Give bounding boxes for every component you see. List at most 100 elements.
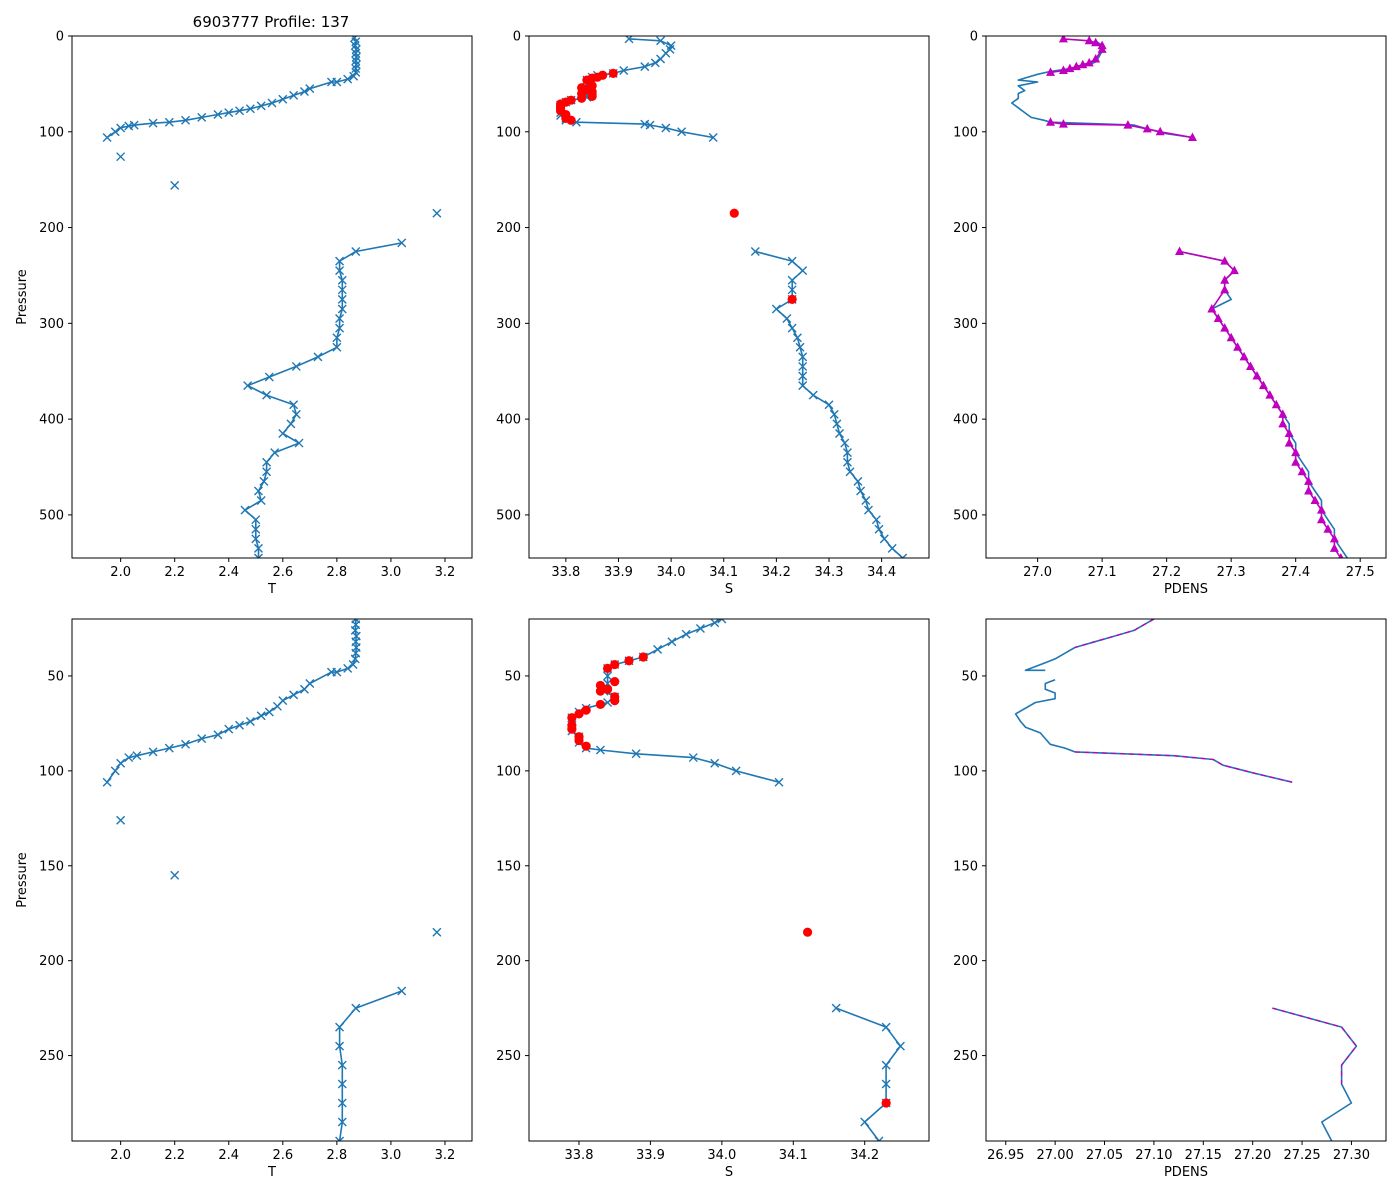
- x-marker-top-T-0-13: [326, 77, 336, 87]
- axes-frame-top-PDENS: [985, 35, 1387, 559]
- xlabel-bottom-S: S: [725, 1165, 733, 1180]
- flagged-point-bottom-S-9: [610, 696, 620, 706]
- x-marker-bottom-S-0-23: [595, 745, 605, 755]
- x-marker-top-T-0-18: [267, 98, 277, 108]
- ylabel-top-T: Pressure: [15, 269, 30, 325]
- xtick-label-top-S-0: 33.8: [551, 565, 580, 580]
- xtick-label-bottom-S-0: 33.8: [565, 1148, 594, 1163]
- triangle-marker-top-PDENS-2-29: [1329, 533, 1339, 543]
- triangle-marker-top-PDENS-0-0: [1058, 36, 1068, 43]
- x-marker-top-S-1-1: [787, 256, 797, 266]
- xtick-label-bottom-PDENS-2: 27.05: [1086, 1148, 1123, 1163]
- x-marker-top-T-1-14: [264, 372, 274, 382]
- x-marker-bottom-S-0-4: [667, 637, 677, 647]
- x-marker-bottom-T-1-6: [337, 1098, 347, 1108]
- flagged-point-top-S-0: [608, 68, 618, 78]
- x-marker-bottom-T-0-25: [164, 743, 174, 753]
- flagged-point-bottom-S-19: [802, 927, 813, 937]
- x-marker-top-T-0-32: [102, 133, 112, 143]
- flagged-point-bottom-S-0: [638, 652, 648, 662]
- x-marker-bottom-S-1-7: [874, 1136, 884, 1141]
- xtick-label-bottom-PDENS-5: 27.20: [1234, 1148, 1271, 1163]
- x-marker-top-T-0-30: [116, 123, 126, 133]
- x-marker-top-T-1-9: [335, 323, 345, 333]
- triangle-marker-top-PDENS-0-8: [1071, 61, 1081, 71]
- x-marker-bottom-S-0-10: [603, 671, 613, 681]
- triangle-marker-top-PDENS-2-24: [1304, 485, 1314, 495]
- x-marker-bottom-T-1-5: [337, 1079, 347, 1089]
- x-marker-top-T-1-27: [256, 496, 266, 506]
- flagged-point-bottom-S-6: [602, 684, 613, 694]
- triangle-marker-top-PDENS-1-3: [1142, 123, 1152, 133]
- flagged-point-bottom-S-11: [581, 705, 591, 715]
- flagged-point-bottom-S-12: [574, 709, 584, 719]
- x-marker-top-S-1-14: [798, 381, 808, 391]
- xtick-label-bottom-PDENS-3: 27.10: [1135, 1148, 1172, 1163]
- x-marker-bottom-T-0-29: [116, 758, 126, 768]
- ytick-label-top-S-4: 400: [496, 413, 521, 428]
- ytick-label-bottom-T-3: 200: [39, 954, 64, 969]
- x-marker-bottom-S-0-24: [631, 749, 641, 759]
- x-marker-top-T-1-13: [291, 361, 301, 371]
- x-marker-top-T-1-1: [351, 247, 361, 256]
- x-marker-top-T-1-16: [262, 390, 272, 400]
- triangle-marker-top-PDENS-0-7: [1078, 59, 1088, 69]
- xtick-label-bottom-PDENS-1: 27.00: [1037, 1148, 1074, 1163]
- xtick-label-bottom-T-4: 2.8: [327, 1148, 348, 1163]
- x-marker-top-T-1-8: [335, 314, 345, 324]
- triangle-marker-top-PDENS-2-4: [1220, 284, 1230, 294]
- x-marker-bottom-S-1-1: [881, 1022, 891, 1032]
- panel-bottom-T: 2.0 2.2 2.4 2.6 2.8 3.0 3.2 50 100 150 200 250 T Pres…: [15, 618, 473, 1180]
- ytick-label-bottom-T-1: 100: [39, 764, 64, 779]
- x-marker-top-T-1-20: [278, 428, 288, 438]
- x-marker-top-T-0-31: [110, 127, 120, 137]
- x-marker-bottom-S-0-26: [710, 758, 720, 768]
- ytick-label-top-PDENS-1: 100: [953, 125, 978, 140]
- xtick-label-bottom-T-2: 2.4: [218, 1148, 239, 1163]
- x-marker-top-T-1-0: [397, 238, 407, 248]
- x-marker-top-T-1-32: [253, 543, 263, 553]
- x-marker-bottom-S-0-28: [774, 777, 784, 787]
- flagged-point-top-S-22: [566, 115, 576, 125]
- triangle-marker-top-PDENS-2-10: [1239, 351, 1249, 361]
- triangle-marker-top-PDENS-2-0: [1175, 246, 1185, 256]
- xtick-label-top-S-3: 34.1: [709, 565, 738, 580]
- x-marker-bottom-T-0-23: [197, 734, 207, 744]
- xtick-label-top-S-2: 34.0: [657, 565, 686, 580]
- x-marker-top-S-1-18: [832, 419, 842, 429]
- xtick-label-top-PDENS-4: 27.4: [1281, 565, 1310, 580]
- isolated-point-bottom-T-1: [170, 870, 180, 880]
- triangle-marker-top-PDENS-1-1: [1058, 119, 1068, 128]
- xtick-label-bottom-PDENS-6: 27.25: [1283, 1148, 1320, 1163]
- ytick-label-top-PDENS-2: 200: [953, 221, 978, 236]
- triangle-marker-top-PDENS-0-4: [1097, 44, 1107, 53]
- x-marker-top-S-1-12: [798, 361, 808, 371]
- x-marker-top-T-0-17: [278, 94, 288, 104]
- x-marker-bottom-T-1-0: [397, 986, 407, 996]
- x-marker-top-S-1-2: [798, 266, 808, 276]
- xtick-label-bottom-T-0: 2.0: [110, 1148, 131, 1163]
- x-marker-top-S-1-9: [792, 333, 802, 343]
- x-marker-top-T-1-24: [262, 467, 272, 477]
- x-marker-top-S-1-21: [842, 448, 852, 458]
- ylabel-bottom-T: Pressure: [15, 852, 30, 908]
- triangle-marker-top-PDENS-2-16: [1278, 409, 1288, 418]
- ytick-label-top-PDENS-0: 0: [970, 30, 978, 45]
- x-marker-top-S-1-26: [861, 496, 871, 506]
- triangle-marker-top-PDENS-2-6: [1213, 313, 1223, 323]
- flagged-point-bottom-S-10: [595, 699, 606, 710]
- xtick-label-top-T-2: 2.4: [218, 565, 239, 580]
- x-marker-top-S-1-7: [782, 314, 792, 324]
- xtick-label-top-PDENS-5: 27.5: [1346, 565, 1375, 580]
- flagged-point-bottom-S-18: [581, 741, 591, 751]
- triangle-marker-top-PDENS-2-8: [1226, 332, 1236, 342]
- triangle-marker-top-PDENS-0-6: [1084, 57, 1094, 67]
- xtick-label-bottom-S-3: 34.1: [779, 1148, 808, 1163]
- triangle-marker-top-PDENS-2-19: [1284, 438, 1294, 447]
- isolated-point-top-T-1: [170, 180, 180, 190]
- ytick-label-top-S-1: 100: [496, 125, 521, 140]
- xtick-label-bottom-T-6: 3.2: [435, 1148, 456, 1163]
- xtick-label-top-T-1: 2.2: [164, 565, 185, 580]
- x-marker-top-S-1-23: [845, 467, 855, 477]
